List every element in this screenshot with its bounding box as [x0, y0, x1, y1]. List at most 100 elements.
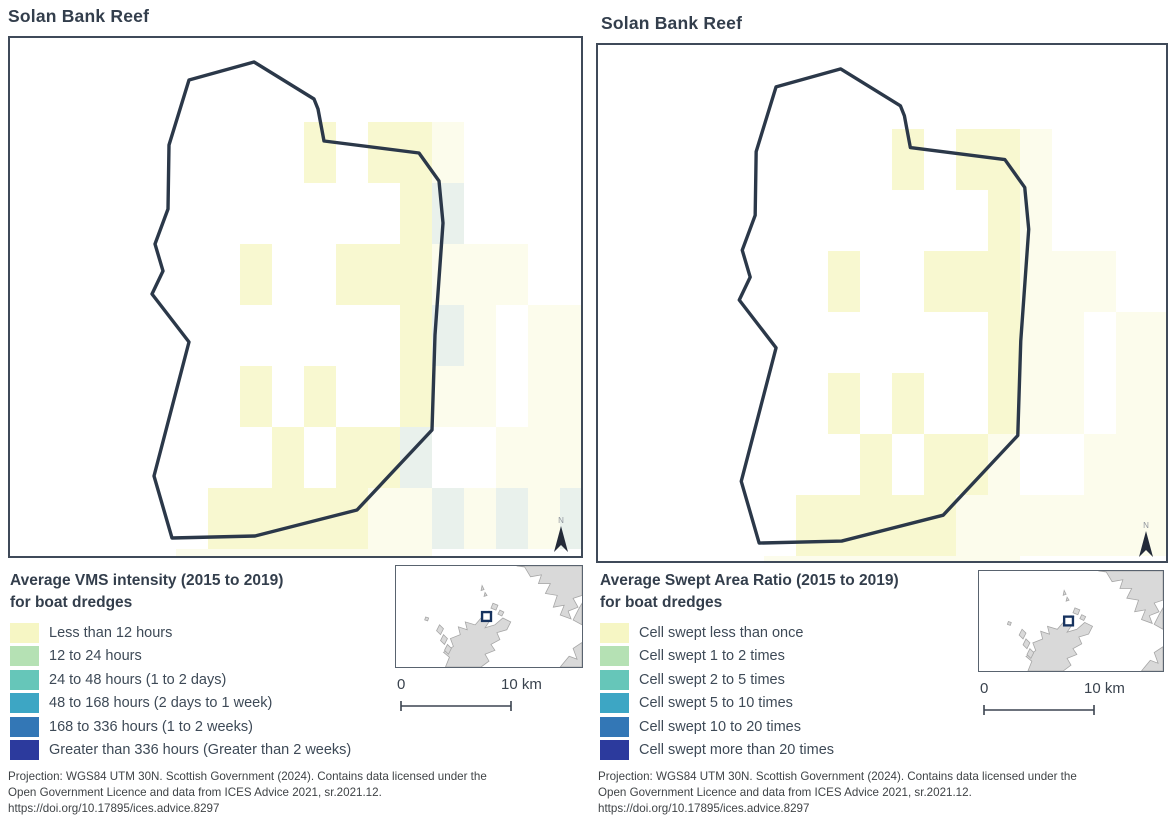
intensity-cell-yellow	[336, 488, 368, 549]
inset-landmasses	[1006, 571, 1163, 671]
intensity-cell-yellow	[400, 244, 432, 305]
legend-item: 12 to 24 hours	[10, 645, 410, 669]
attribution-line: Open Government Licence and data from IC…	[8, 785, 382, 799]
intensity-cell-faint	[208, 549, 240, 556]
scale-bar: 0 10 km	[980, 680, 1140, 720]
north-arrow-icon	[554, 526, 568, 552]
intensity-cell-faint	[1116, 373, 1148, 434]
attribution-line: https://doi.org/10.17895/ices.advice.829…	[598, 801, 810, 815]
intensity-cell-yellow	[956, 129, 988, 190]
locator-marker	[480, 610, 493, 623]
intensity-cell-faint	[1148, 373, 1166, 434]
scale-zero-label: 0	[980, 680, 989, 697]
scale-max-label: 10 km	[501, 676, 542, 693]
attribution-line: https://doi.org/10.17895/ices.advice.829…	[8, 801, 220, 815]
intensity-cell-faint	[496, 427, 528, 488]
intensity-cell-yellow	[988, 312, 1020, 373]
intensity-cell-faint	[432, 366, 464, 427]
intensity-cell-faint	[1052, 312, 1084, 373]
north-label: N	[1143, 521, 1149, 530]
legend-label: 24 to 48 hours (1 to 2 days)	[49, 671, 227, 688]
legend-label: Cell swept 1 to 2 times	[639, 648, 785, 665]
legend-title: Average Swept Area Ratio (2015 to 2019) …	[600, 570, 1000, 614]
attribution-line: Projection: WGS84 UTM 30N. Scottish Gove…	[598, 770, 1077, 783]
locator-marker	[1062, 615, 1075, 627]
scale-bar-line	[400, 701, 512, 711]
intensity-cell-green	[432, 488, 464, 549]
intensity-cell-faint	[400, 549, 432, 556]
intensity-cell-faint	[988, 434, 1020, 495]
intensity-cell-faint	[368, 488, 400, 549]
legend-swatch	[10, 669, 39, 690]
legend-items: Cell swept less than once Cell swept 1 to…	[600, 621, 1000, 762]
intensity-cell-yellow	[828, 495, 860, 556]
north-label: N	[558, 516, 564, 525]
legend-label: Cell swept more than 20 times	[639, 742, 835, 759]
intensity-cell-faint	[1084, 434, 1116, 495]
attribution-line: Open Government Licence and data from IC…	[598, 785, 972, 799]
legend-item: 24 to 48 hours (1 to 2 days)	[10, 668, 410, 692]
intensity-cell-faint	[400, 488, 432, 549]
intensity-cell-faint	[1020, 373, 1052, 434]
legend-title-line2: for boat dredges	[600, 594, 723, 611]
intensity-cell-yellow	[796, 495, 828, 556]
reef-boundary	[737, 67, 1031, 545]
intensity-cell-faint	[528, 427, 560, 488]
intensity-cell-faint	[528, 305, 560, 366]
intensity-cell-yellow	[208, 488, 240, 549]
legend-title-line1: Average VMS intensity (2015 to 2019)	[10, 572, 284, 589]
intensity-cell-yellow	[368, 427, 400, 488]
intensity-cell-yellow	[400, 305, 432, 366]
attribution-line: Projection: WGS84 UTM 30N. Scottish Gove…	[8, 770, 487, 783]
reef-boundary	[150, 60, 445, 540]
intensity-cell-yellow	[860, 495, 892, 556]
intensity-cell-faint	[764, 556, 796, 561]
intensity-cell-yellow	[240, 366, 272, 427]
intensity-cell-faint	[1020, 129, 1052, 190]
inset-map-graphic	[1006, 571, 1163, 671]
intensity-cell-faint	[924, 556, 956, 561]
intensity-cell-faint	[560, 366, 581, 427]
intensity-cell-faint	[1020, 495, 1052, 556]
intensity-cell-faint	[464, 305, 496, 366]
intensity-cell-faint	[464, 366, 496, 427]
legend-item: Cell swept 2 to 5 times	[600, 668, 1000, 692]
intensity-cell-green	[560, 488, 581, 549]
legend-swatch	[10, 693, 39, 714]
intensity-cell-faint	[1084, 495, 1116, 556]
intensity-cell-yellow	[828, 373, 860, 434]
intensity-cell-faint	[860, 556, 892, 561]
legend-item: Cell swept more than 20 times	[600, 739, 1000, 763]
legend-label: Less than 12 hours	[49, 624, 173, 641]
legend-swatch	[10, 740, 39, 761]
map-frame: N	[596, 43, 1168, 563]
legend-swatch	[600, 716, 629, 737]
intensity-cell-yellow	[828, 251, 860, 312]
north-arrow: N	[554, 516, 568, 552]
legend-item: Cell swept 10 to 20 times	[600, 715, 1000, 739]
intensity-cell-green	[496, 488, 528, 549]
legend-item: 168 to 336 hours (1 to 2 weeks)	[10, 715, 410, 739]
intensity-cell-yellow	[956, 251, 988, 312]
legend-swatch	[600, 740, 629, 761]
scale-zero-label: 0	[397, 676, 406, 693]
intensity-cell-faint	[496, 244, 528, 305]
legend-label: Cell swept 10 to 20 times	[639, 718, 801, 735]
inset-locator-map	[978, 570, 1164, 672]
inset-landmasses	[424, 566, 582, 667]
page-title: Solan Bank Reef	[601, 13, 743, 33]
attribution: Projection: WGS84 UTM 30N. Scottish Gove…	[8, 769, 590, 816]
legend-label: 48 to 168 hours (2 days to 1 week)	[49, 695, 273, 712]
intensity-cell-yellow	[336, 427, 368, 488]
intensity-cell-yellow	[240, 488, 272, 549]
scale-max-label: 10 km	[1084, 680, 1125, 697]
legend: Average Swept Area Ratio (2015 to 2019) …	[600, 570, 1000, 762]
intensity-cell-yellow	[892, 373, 924, 434]
map-frame: N	[8, 36, 583, 558]
legend-title: Average VMS intensity (2015 to 2019) for…	[10, 570, 410, 614]
legend-item: 48 to 168 hours (2 days to 1 week)	[10, 692, 410, 716]
legend-item: Cell swept 1 to 2 times	[600, 645, 1000, 669]
page-title: Solan Bank Reef	[8, 6, 150, 26]
intensity-cell-faint	[1052, 251, 1084, 312]
